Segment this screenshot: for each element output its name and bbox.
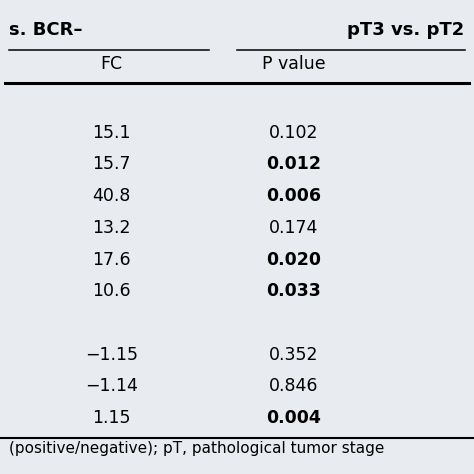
Text: 40.8: 40.8	[92, 187, 130, 205]
Text: 15.7: 15.7	[92, 155, 131, 173]
Text: pT3 vs. pT2: pT3 vs. pT2	[347, 21, 465, 39]
Text: 0.846: 0.846	[269, 377, 319, 395]
Text: 17.6: 17.6	[92, 251, 131, 268]
Text: 0.006: 0.006	[266, 187, 321, 205]
Text: (positive/negative); pT, pathological tumor stage: (positive/negative); pT, pathological tu…	[9, 441, 385, 456]
Text: 0.004: 0.004	[266, 409, 321, 427]
Text: −1.14: −1.14	[85, 377, 138, 395]
Text: 0.033: 0.033	[266, 282, 321, 300]
Text: 0.102: 0.102	[269, 124, 319, 142]
Text: 0.174: 0.174	[269, 219, 319, 237]
Text: 1.15: 1.15	[92, 409, 131, 427]
Text: 10.6: 10.6	[92, 282, 131, 300]
Text: 0.020: 0.020	[266, 251, 321, 268]
Text: −1.15: −1.15	[85, 346, 138, 364]
Text: s. BCR–: s. BCR–	[9, 21, 83, 39]
Text: P value: P value	[262, 55, 326, 73]
Text: 0.352: 0.352	[269, 346, 319, 364]
Text: 15.1: 15.1	[92, 124, 131, 142]
Text: FC: FC	[100, 55, 122, 73]
Text: 13.2: 13.2	[92, 219, 131, 237]
Text: 0.012: 0.012	[266, 155, 321, 173]
